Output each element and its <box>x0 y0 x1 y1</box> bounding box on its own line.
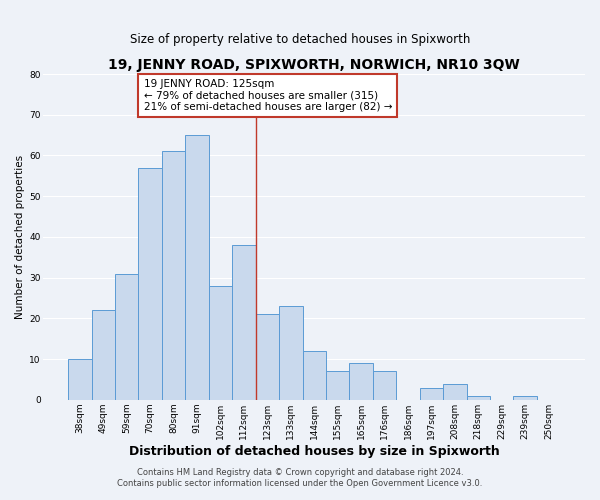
Bar <box>279 306 302 400</box>
Bar <box>92 310 115 400</box>
Bar <box>232 245 256 400</box>
Bar <box>514 396 537 400</box>
Bar <box>326 372 349 400</box>
Text: Contains HM Land Registry data © Crown copyright and database right 2024.
Contai: Contains HM Land Registry data © Crown c… <box>118 468 482 487</box>
Bar <box>185 135 209 400</box>
Y-axis label: Number of detached properties: Number of detached properties <box>15 155 25 319</box>
Bar <box>162 152 185 400</box>
Title: 19, JENNY ROAD, SPIXWORTH, NORWICH, NR10 3QW: 19, JENNY ROAD, SPIXWORTH, NORWICH, NR10… <box>109 58 520 71</box>
Text: 19 JENNY ROAD: 125sqm
← 79% of detached houses are smaller (315)
21% of semi-det: 19 JENNY ROAD: 125sqm ← 79% of detached … <box>143 79 392 112</box>
Text: Size of property relative to detached houses in Spixworth: Size of property relative to detached ho… <box>130 32 470 46</box>
Bar <box>373 372 396 400</box>
Bar <box>467 396 490 400</box>
Bar <box>256 314 279 400</box>
Bar <box>115 274 139 400</box>
X-axis label: Distribution of detached houses by size in Spixworth: Distribution of detached houses by size … <box>129 444 500 458</box>
Bar <box>139 168 162 400</box>
Bar <box>443 384 467 400</box>
Bar <box>68 359 92 400</box>
Bar <box>420 388 443 400</box>
Bar <box>302 351 326 400</box>
Bar <box>349 363 373 400</box>
Bar <box>209 286 232 400</box>
